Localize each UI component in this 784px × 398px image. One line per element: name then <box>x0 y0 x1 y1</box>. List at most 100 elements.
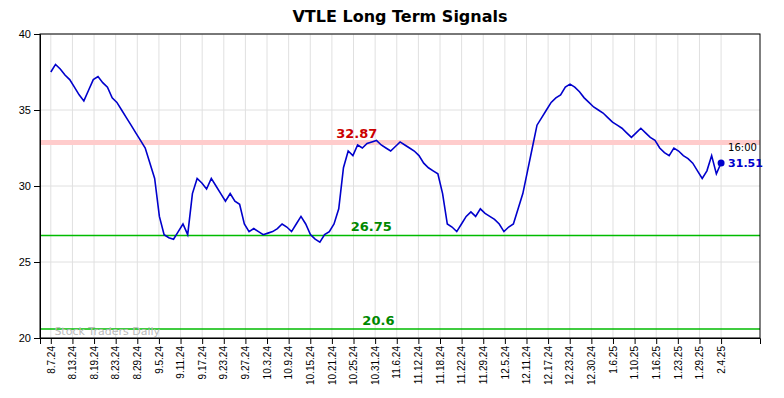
x-tick-mark <box>570 338 571 344</box>
x-tick-label: 8.19.24 <box>89 346 100 380</box>
x-tick-mark <box>72 338 73 344</box>
y-tick-label: 35 <box>19 104 31 116</box>
x-tick: 8.13.24 <box>67 338 78 379</box>
grid-line-x <box>418 34 419 338</box>
x-tick: 12.11.24 <box>521 338 532 384</box>
x-tick-label: 9.23.24 <box>218 346 229 380</box>
price-line <box>51 64 721 242</box>
x-tick-label: 10.3.24 <box>262 346 273 380</box>
signal-line <box>40 235 760 237</box>
x-tick-label: 9.11.24 <box>175 346 186 379</box>
grid-line-x <box>288 34 289 338</box>
x-tick: 11.6.24 <box>391 338 402 379</box>
grid-line-x <box>158 34 159 338</box>
x-tick: 10.9.24 <box>283 338 294 379</box>
x-tick-label: 1.23.25 <box>673 346 684 380</box>
x-tick-label: 11.18.24 <box>435 346 446 385</box>
x-tick-mark <box>635 338 636 344</box>
x-tick: 1.23.25 <box>673 338 684 379</box>
grid-line-x <box>721 34 722 338</box>
y-tick-mark <box>34 34 40 35</box>
signal-label: 20.6 <box>362 313 394 328</box>
x-tick-label: 1.16.25 <box>651 346 662 380</box>
x-tick-mark <box>699 338 700 344</box>
x-tick-label: 12.30.24 <box>586 346 597 385</box>
grid-line-x <box>483 34 484 338</box>
x-tick-mark <box>354 338 355 344</box>
x-tick-label: 1.29.25 <box>694 346 705 380</box>
x-tick-label: 9.5.24 <box>154 346 165 374</box>
x-tick: 1.6.25 <box>608 338 619 374</box>
x-tick-mark <box>159 338 160 344</box>
y-tick-mark <box>34 186 40 187</box>
grid-line-x <box>115 34 116 338</box>
x-tick-mark <box>224 338 225 344</box>
x-tick: 10.25.24 <box>348 338 359 385</box>
x-tick-label: 10.25.24 <box>348 346 359 385</box>
x-tick-label: 1.10.25 <box>629 346 640 380</box>
x-tick-mark <box>181 338 182 344</box>
y-tick: 20 <box>19 332 40 344</box>
x-tick-label: 12.11.24 <box>521 346 532 385</box>
x-tick-label: 12.23.24 <box>564 346 575 385</box>
y-tick-label: 30 <box>19 180 31 192</box>
x-tick: 8.7.24 <box>46 338 57 374</box>
end-annotation: 16:00 <box>728 142 757 153</box>
grid-line-x <box>677 34 678 338</box>
plot-frame <box>40 34 760 338</box>
x-tick-mark <box>418 338 419 344</box>
x-tick-label: 11.12.24 <box>413 346 424 385</box>
x-tick-label: 10.9.24 <box>283 346 294 380</box>
x-tick-mark <box>289 338 290 344</box>
y-tick-mark <box>34 338 40 339</box>
x-tick: 9.27.24 <box>240 338 251 379</box>
x-tick-mark <box>591 338 592 344</box>
x-tick-mark <box>505 338 506 344</box>
x-tick-mark <box>267 338 268 344</box>
chart-container: 8.7.248.13.248.19.248.23.248.29.249.5.24… <box>0 0 784 398</box>
grid-line-x <box>180 34 181 338</box>
x-tick-mark <box>116 338 117 344</box>
x-tick: 8.19.24 <box>89 338 100 379</box>
grid-line-y <box>40 262 760 263</box>
x-tick-mark <box>721 338 722 344</box>
x-tick-label: 2.4.25 <box>716 346 727 374</box>
x-tick-mark <box>397 338 398 344</box>
grid <box>40 34 760 338</box>
grid-line-x <box>396 34 397 338</box>
y-tick: 40 <box>19 28 40 40</box>
chart-svg: 8.7.248.13.248.19.248.23.248.29.249.5.24… <box>0 0 784 398</box>
end-annotation: 31.51 <box>728 157 763 170</box>
y-tick-label: 25 <box>19 256 31 268</box>
x-tick-mark <box>202 338 203 344</box>
grid-line-x <box>526 34 527 338</box>
grid-line-x <box>699 34 700 338</box>
grid-line-x <box>202 34 203 338</box>
watermark: Stock Traders Daily <box>54 325 160 338</box>
grid-line-x <box>223 34 224 338</box>
grid-line-x <box>245 34 246 338</box>
grid-line-x <box>569 34 570 338</box>
last-point <box>718 160 725 167</box>
x-tick: 10.3.24 <box>262 338 273 379</box>
x-axis: 8.7.248.13.248.19.248.23.248.29.249.5.24… <box>41 338 761 385</box>
x-tick-mark <box>94 338 95 344</box>
x-tick: 11.18.24 <box>435 338 446 384</box>
x-tick-label: 10.21.24 <box>327 346 338 385</box>
grid-line-x <box>461 34 462 338</box>
x-tick-label: 8.23.24 <box>110 346 121 380</box>
grid-line-x <box>267 34 268 338</box>
signal-label: 26.75 <box>351 219 392 234</box>
y-tick: 25 <box>19 256 40 268</box>
x-tick: 10.21.24 <box>327 338 338 385</box>
y-tick-mark <box>34 110 40 111</box>
y-tick-mark <box>34 262 40 263</box>
x-tick: 11.22.24 <box>456 338 467 384</box>
x-tick: 12.5.24 <box>500 338 511 379</box>
signal-label: 32.87 <box>336 126 377 141</box>
x-tick: 9.23.24 <box>218 338 229 379</box>
grid-line-x <box>612 34 613 338</box>
y-tick: 35 <box>19 104 40 116</box>
y-tick: 30 <box>19 180 40 192</box>
x-tick-mark <box>613 338 614 344</box>
